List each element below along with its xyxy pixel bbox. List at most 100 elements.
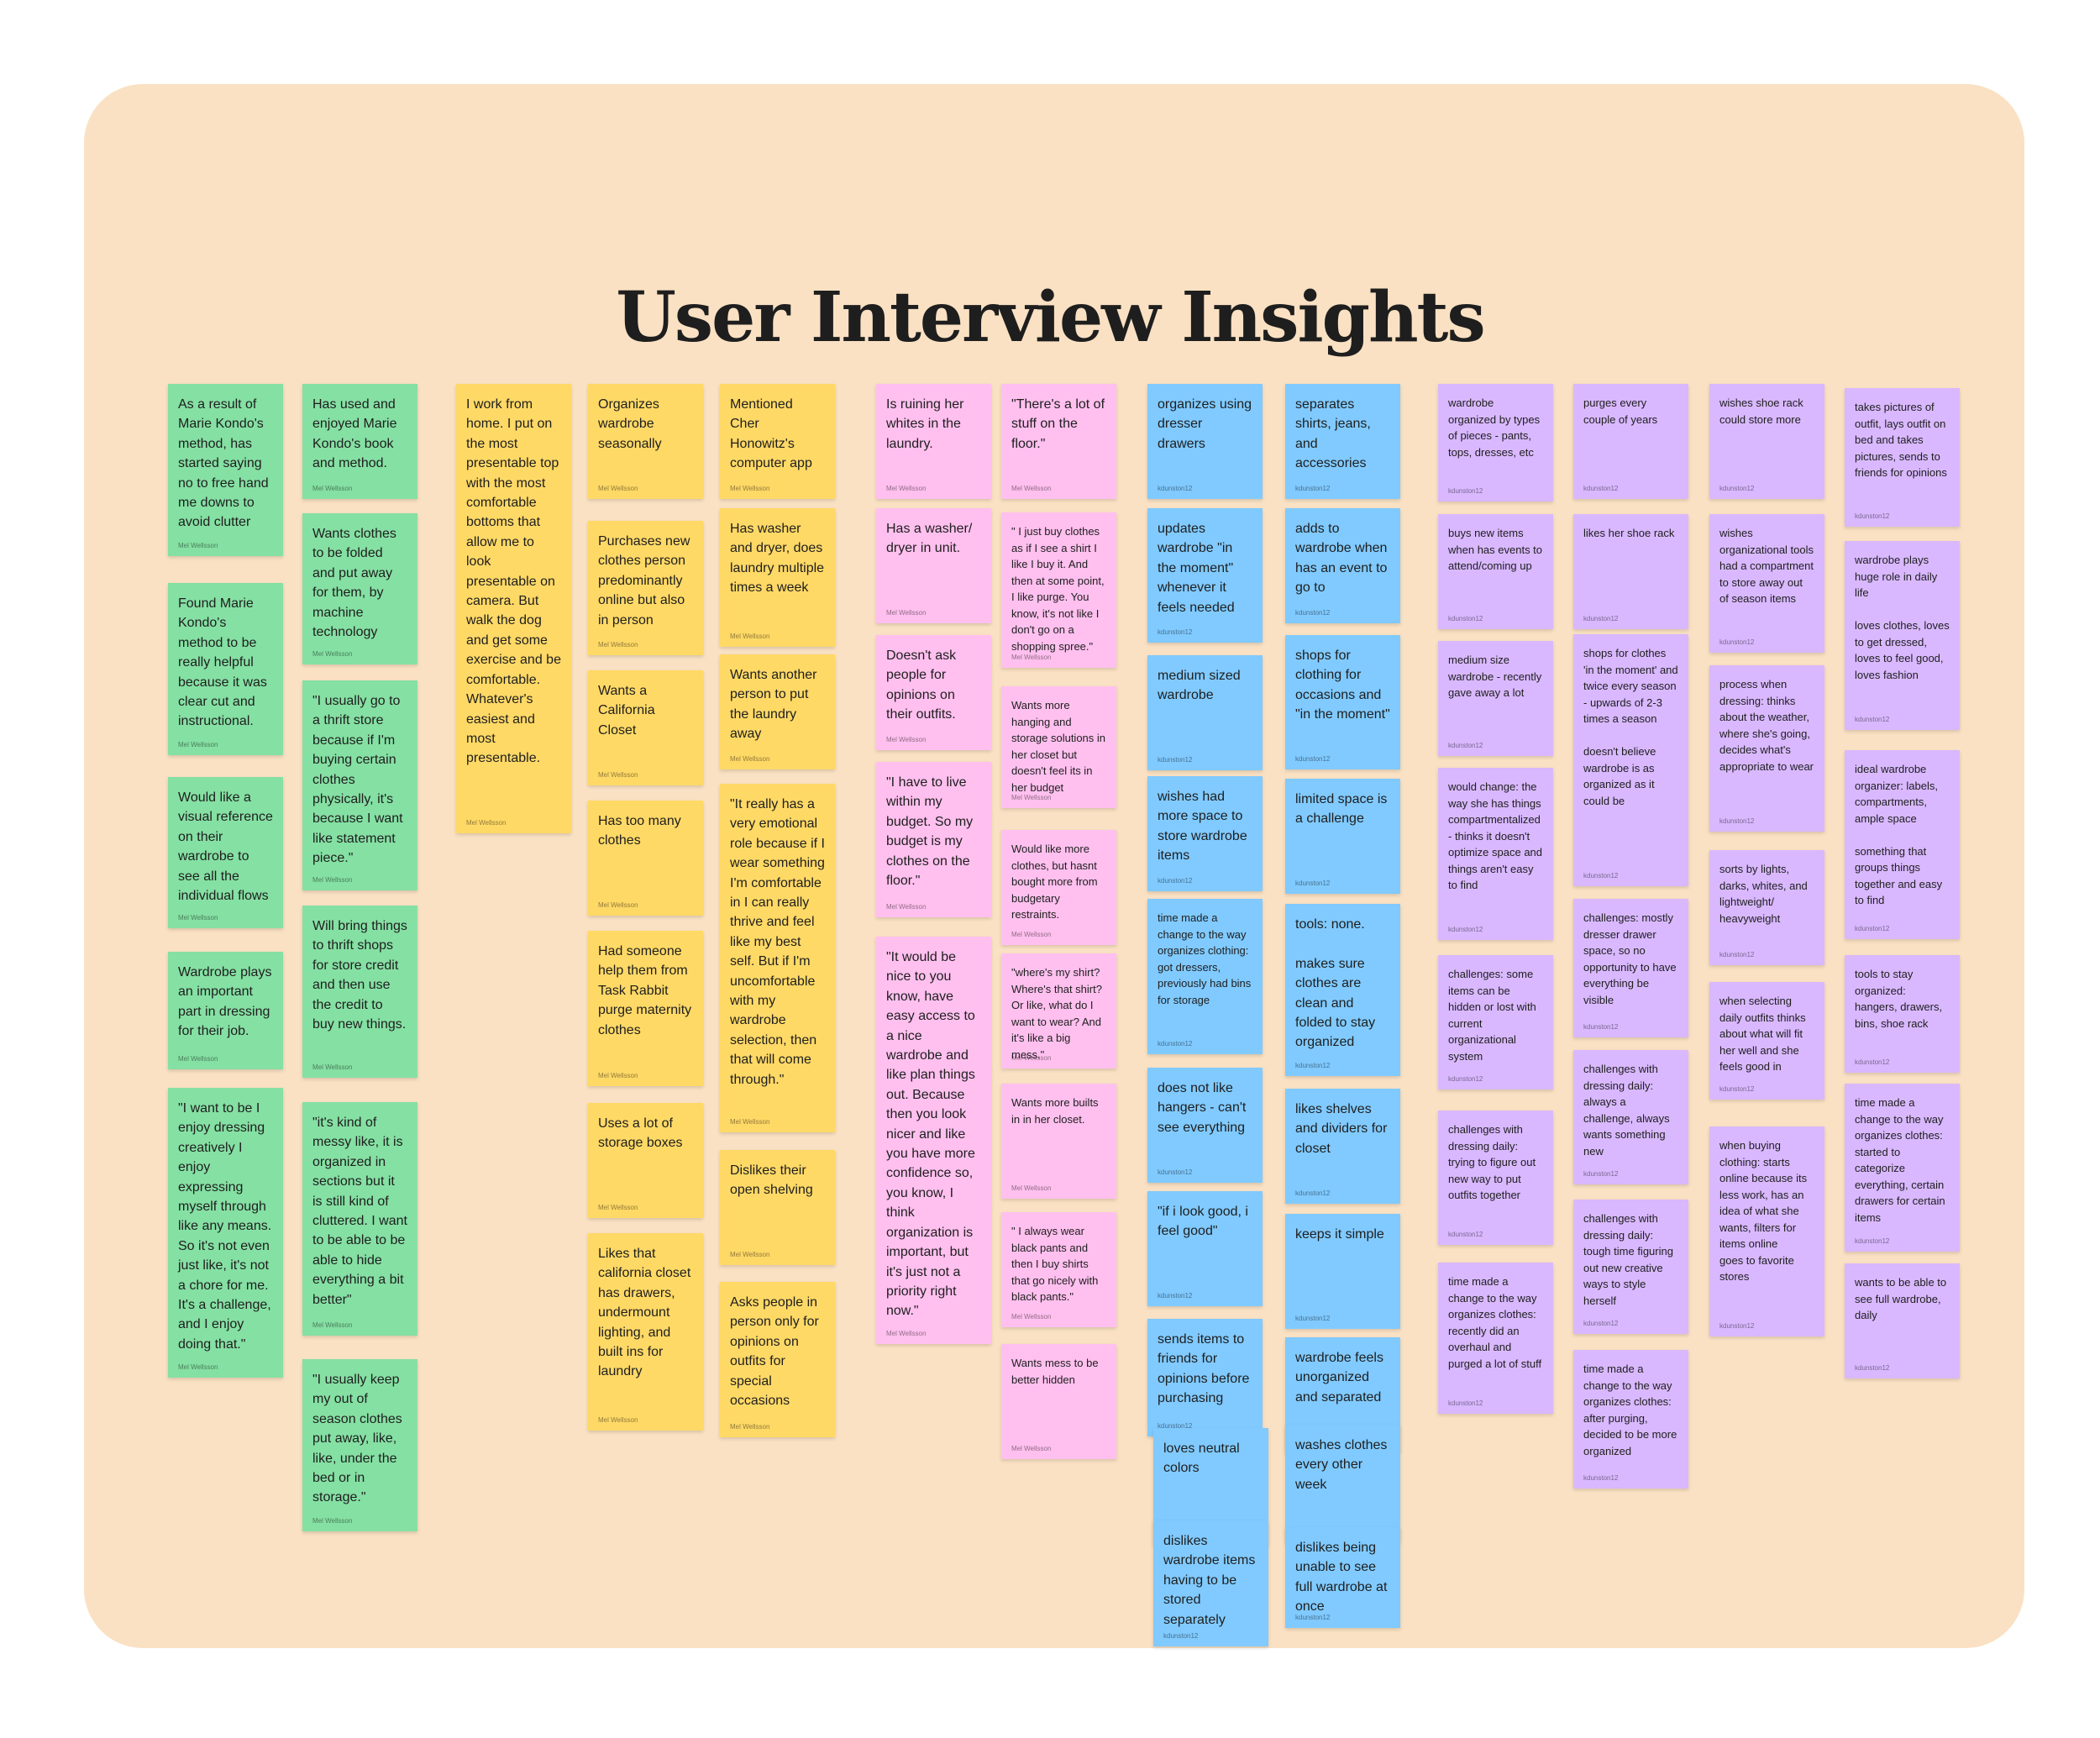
sticky-note-green[interactable]: Will bring things to thrift shops for st…: [302, 906, 417, 1078]
sticky-note-purple[interactable]: wishes shoe rack could store more kdunsto…: [1709, 384, 1824, 499]
sticky-note-text: likes her shoe rack: [1583, 527, 1675, 539]
sticky-note-pink[interactable]: "It would be nice to you know, have easy…: [876, 937, 991, 1344]
sticky-note-pink[interactable]: " I just buy clothes as if I see a shirt…: [1001, 512, 1116, 668]
sticky-note-author: kdunston12: [1855, 716, 1890, 723]
sticky-note-purple[interactable]: time made a change to the way organizes …: [1438, 1263, 1553, 1414]
sticky-note-author: Mel Wellsson: [1011, 931, 1052, 938]
sticky-note-blue[interactable]: medium sized wardrobe kdunston12: [1147, 655, 1263, 770]
sticky-note-purple[interactable]: when buying clothing: starts online beca…: [1709, 1126, 1824, 1336]
sticky-note-pink[interactable]: Wants more builts in in her closet. Mel W…: [1001, 1084, 1116, 1199]
sticky-note-purple[interactable]: shops for clothes 'in the moment' and tw…: [1573, 634, 1688, 886]
sticky-note-pink[interactable]: " I always wear black pants and then I b…: [1001, 1212, 1116, 1327]
sticky-note-yellow[interactable]: Organizes wardrobe seasonally Mel Wellsso…: [588, 384, 703, 499]
sticky-note-author: kdunston12: [1158, 628, 1193, 636]
sticky-note-pink[interactable]: Is ruining her whites in the laundry. Mel…: [876, 384, 991, 499]
sticky-note-blue[interactable]: likes shelves and dividers for closet kdu…: [1285, 1089, 1400, 1204]
sticky-note-green[interactable]: "it's kind of messy like, it is organize…: [302, 1102, 417, 1336]
sticky-note-blue[interactable]: tools: none. makes sure clothes are clea…: [1285, 904, 1400, 1076]
sticky-note-text: buys new items when has events to attend…: [1448, 527, 1543, 572]
sticky-note-author: kdunston12: [1583, 485, 1619, 492]
sticky-note-blue[interactable]: wishes had more space to store wardrobe …: [1147, 776, 1263, 891]
sticky-note-yellow[interactable]: I work from home. I put on the most pres…: [456, 384, 571, 833]
sticky-note-green[interactable]: "I want to be I enjoy dressing creativel…: [168, 1088, 283, 1378]
sticky-note-purple[interactable]: challenges: some items can be hidden or …: [1438, 955, 1553, 1090]
sticky-note-purple[interactable]: challenges with dressing daily: tough ti…: [1573, 1200, 1688, 1334]
sticky-note-purple[interactable]: wardrobe plays huge role in daily life l…: [1845, 541, 1960, 730]
sticky-note-purple[interactable]: challenges: mostly dresser drawer space,…: [1573, 899, 1688, 1037]
sticky-note-blue[interactable]: dislikes wardrobe items having to be sto…: [1153, 1520, 1268, 1646]
sticky-note-purple[interactable]: purges every couple of years kdunston12: [1573, 384, 1688, 499]
sticky-note-purple[interactable]: buys new items when has events to attend…: [1438, 514, 1553, 629]
sticky-note-text: challenges with dressing daily: trying t…: [1448, 1123, 1536, 1201]
sticky-note-green[interactable]: "I usually keep my out of season clothes…: [302, 1359, 417, 1531]
sticky-note-blue[interactable]: time made a change to the way organizes …: [1147, 899, 1263, 1054]
sticky-note-green[interactable]: Has used and enjoyed Marie Kondo's book …: [302, 384, 417, 499]
sticky-note-text: likes shelves and dividers for closet: [1295, 1102, 1388, 1156]
sticky-note-yellow[interactable]: "It really has a very emotional role bec…: [720, 784, 835, 1132]
sticky-note-blue[interactable]: organizes using dresser drawers kdunston1…: [1147, 384, 1263, 499]
sticky-note-yellow[interactable]: Has washer and dryer, does laundry multi…: [720, 508, 835, 647]
sticky-note-purple[interactable]: time made a change to the way organizes …: [1845, 1084, 1960, 1252]
sticky-note-yellow[interactable]: Wants a California Closet Mel Wellsson: [588, 670, 703, 785]
sticky-note-yellow[interactable]: Mentioned Cher Honowitz's computer app Me…: [720, 384, 835, 499]
sticky-note-yellow[interactable]: Likes that california closet has drawers…: [588, 1233, 703, 1431]
sticky-note-purple[interactable]: would change: the way she has things com…: [1438, 768, 1553, 940]
sticky-note-blue[interactable]: updates wardrobe "in the moment" wheneve…: [1147, 508, 1263, 643]
sticky-note-pink[interactable]: Wants more hanging and storage solutions…: [1001, 686, 1116, 808]
sticky-note-blue[interactable]: adds to wardrobe when has an event to go…: [1285, 508, 1400, 623]
sticky-note-yellow[interactable]: Dislikes their open shelving Mel Wellsson: [720, 1150, 835, 1265]
sticky-note-purple[interactable]: challenges with dressing daily: trying t…: [1438, 1111, 1553, 1245]
sticky-note-author: Mel Wellsson: [598, 901, 638, 909]
sticky-note-author: Mel Wellsson: [312, 1517, 353, 1525]
sticky-note-purple[interactable]: medium size wardrobe - recently gave awa…: [1438, 641, 1553, 756]
sticky-note-blue[interactable]: sends items to friends for opinions befo…: [1147, 1319, 1263, 1436]
sticky-note-yellow[interactable]: Asks people in person only for opinions …: [720, 1282, 835, 1437]
sticky-note-yellow[interactable]: Wants another person to put the laundry …: [720, 654, 835, 769]
sticky-note-text: Has used and enjoyed Marie Kondo's book …: [312, 397, 397, 471]
sticky-note-green[interactable]: Wants clothes to be folded and put away …: [302, 513, 417, 664]
sticky-note-purple[interactable]: sorts by lights, darks, whites, and ligh…: [1709, 850, 1824, 965]
sticky-note-author: kdunston12: [1295, 1614, 1331, 1621]
sticky-note-yellow[interactable]: Purchases new clothes person predominant…: [588, 521, 703, 655]
sticky-note-purple[interactable]: wardrobe organized by types of pieces - …: [1438, 384, 1553, 501]
sticky-note-green[interactable]: As a result of Marie Kondo's method, has…: [168, 384, 283, 556]
sticky-note-author: Mel Wellsson: [886, 609, 927, 617]
sticky-note-author: Mel Wellsson: [178, 542, 218, 549]
sticky-note-pink[interactable]: "There's a lot of stuff on the floor." Me…: [1001, 384, 1116, 499]
sticky-note-purple[interactable]: ideal wardrobe organizer: labels, compar…: [1845, 750, 1960, 939]
sticky-note-purple[interactable]: likes her shoe rack kdunston12: [1573, 514, 1688, 629]
sticky-note-blue[interactable]: keeps it simple kdunston12: [1285, 1214, 1400, 1329]
sticky-note-blue[interactable]: dislikes being unable to see full wardro…: [1285, 1527, 1400, 1628]
sticky-note-blue[interactable]: shops for clothing for occasions and "in…: [1285, 635, 1400, 769]
sticky-note-pink[interactable]: "I have to live within my budget. So my …: [876, 762, 991, 917]
sticky-note-blue[interactable]: "if i look good, i feel good" kdunston12: [1147, 1191, 1263, 1306]
sticky-note-text: ideal wardrobe organizer: labels, compar…: [1855, 763, 1943, 906]
sticky-note-green[interactable]: Found Marie Kondo's method to be really …: [168, 583, 283, 755]
sticky-note-blue[interactable]: separates shirts, jeans, and accessories…: [1285, 384, 1400, 499]
sticky-note-yellow[interactable]: Uses a lot of storage boxes Mel Wellsson: [588, 1103, 703, 1218]
sticky-note-pink[interactable]: Has a washer/ dryer in unit. Mel Wellsson: [876, 508, 991, 623]
sticky-note-pink[interactable]: Doesn't ask people for opinions on their…: [876, 635, 991, 750]
sticky-note-purple[interactable]: tools to stay organized: hangers, drawer…: [1845, 955, 1960, 1073]
sticky-note-purple[interactable]: wishes organizational tools had a compar…: [1709, 514, 1824, 653]
sticky-note-text: Wants more builts in in her closet.: [1011, 1096, 1099, 1126]
sticky-note-pink[interactable]: "where's my shirt? Where's that shirt? O…: [1001, 953, 1116, 1069]
sticky-note-purple[interactable]: challenges with dressing daily: always a…: [1573, 1050, 1688, 1184]
sticky-note-purple[interactable]: wants to be able to see full wardrobe, d…: [1845, 1263, 1960, 1378]
sticky-note-author: Mel Wellsson: [598, 641, 638, 648]
sticky-note-green[interactable]: "I usually go to a thrift store because …: [302, 680, 417, 890]
sticky-note-yellow[interactable]: Had someone help them from Task Rabbit p…: [588, 931, 703, 1086]
sticky-note-green[interactable]: Wardrobe plays an important part in dres…: [168, 952, 283, 1069]
sticky-note-blue[interactable]: washes clothes every other week: [1285, 1425, 1400, 1542]
sticky-note-purple[interactable]: time made a change to the way organizes …: [1573, 1350, 1688, 1489]
sticky-note-pink[interactable]: Wants mess to be better hidden Mel Wellss…: [1001, 1344, 1116, 1459]
sticky-note-purple[interactable]: takes pictures of outfit, lays outfit on…: [1845, 388, 1960, 527]
sticky-note-yellow[interactable]: Has too many clothes Mel Wellsson: [588, 801, 703, 916]
sticky-note-green[interactable]: Would like a visual reference on their w…: [168, 777, 283, 928]
sticky-note-purple[interactable]: process when dressing: thinks about the …: [1709, 665, 1824, 832]
sticky-note-blue[interactable]: limited space is a challenge kdunston12: [1285, 779, 1400, 894]
sticky-note-pink[interactable]: Would like more clothes, but hasnt bough…: [1001, 830, 1116, 945]
sticky-note-author: Mel Wellsson: [466, 819, 507, 827]
sticky-note-blue[interactable]: does not like hangers - can't see everyt…: [1147, 1068, 1263, 1183]
sticky-note-purple[interactable]: when selecting daily outfits thinks abou…: [1709, 982, 1824, 1100]
